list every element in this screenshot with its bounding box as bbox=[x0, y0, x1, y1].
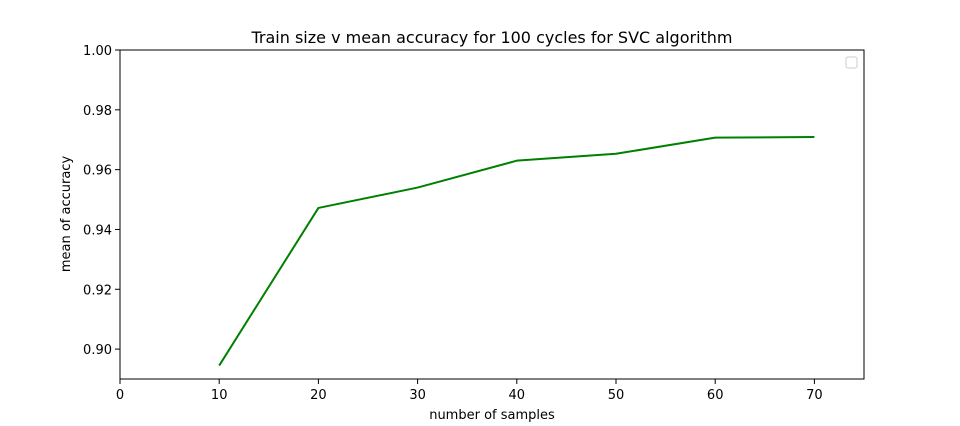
x-axis-ticks: 0 10 20 30 40 50 60 70 bbox=[116, 379, 823, 403]
legend bbox=[845, 56, 858, 69]
y-tick-label: 1.00 bbox=[83, 44, 112, 59]
y-axis-ticks: 0.90 0.92 0.94 0.96 0.98 1.00 bbox=[83, 44, 120, 358]
x-tick-label: 70 bbox=[806, 388, 823, 403]
x-tick-label: 20 bbox=[310, 388, 327, 403]
y-tick-label: 0.98 bbox=[83, 104, 112, 119]
chart-title: Train size v mean accuracy for 100 cycle… bbox=[250, 28, 732, 47]
x-tick-label: 40 bbox=[509, 388, 526, 403]
x-tick-label: 30 bbox=[409, 388, 426, 403]
x-tick-label: 50 bbox=[608, 388, 625, 403]
y-tick-label: 0.94 bbox=[83, 223, 112, 238]
x-tick-label: 60 bbox=[707, 388, 724, 403]
y-tick-label: 0.96 bbox=[83, 164, 112, 179]
y-axis-label: mean of accuracy bbox=[59, 156, 74, 273]
x-tick-label: 10 bbox=[211, 388, 228, 403]
legend-box bbox=[845, 56, 858, 69]
x-axis-label: number of samples bbox=[429, 408, 555, 423]
plot-area bbox=[119, 49, 865, 380]
y-tick-label: 0.92 bbox=[83, 283, 112, 298]
y-tick-label: 0.90 bbox=[83, 343, 112, 358]
x-tick-label: 0 bbox=[116, 388, 124, 403]
series-line bbox=[218, 136, 815, 367]
series-layer bbox=[218, 136, 815, 367]
plot-frame bbox=[119, 49, 865, 380]
